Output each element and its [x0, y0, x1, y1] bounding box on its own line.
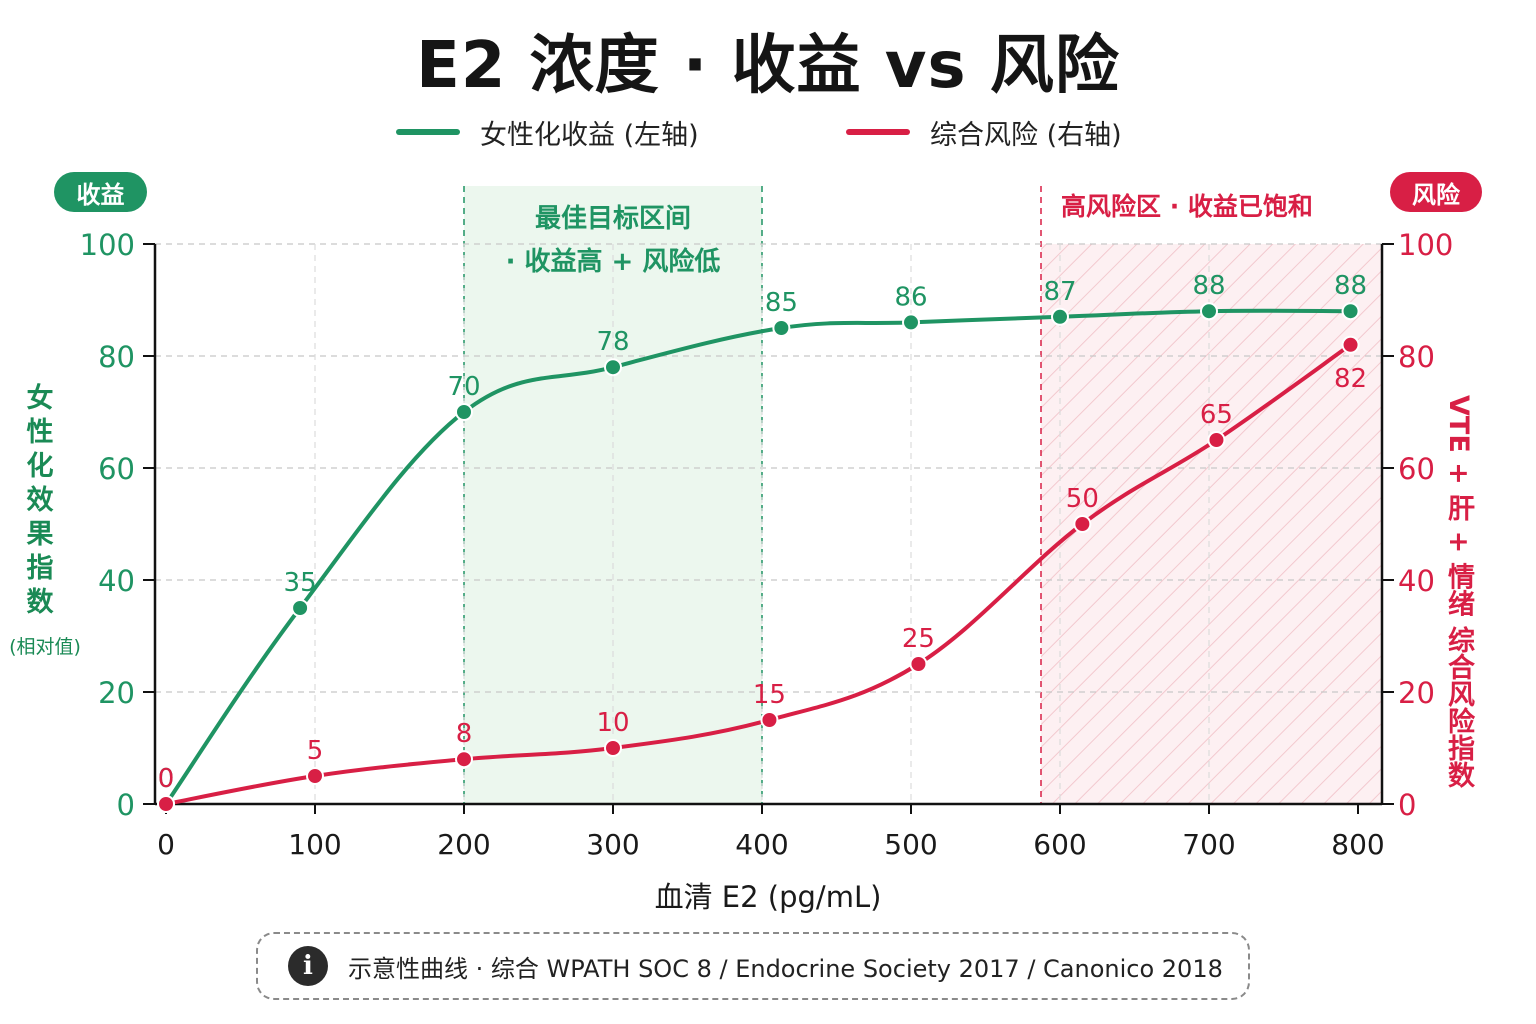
benefit-point	[455, 403, 473, 421]
y-right-axis-title: VTE + 肝 + 情绪 综合风险指数	[1443, 395, 1474, 789]
y-left-tick-label: 40	[98, 564, 135, 598]
benefit-point	[604, 358, 622, 377]
benefit-line	[164, 308, 1353, 806]
y-left-tick-label: 20	[98, 676, 135, 710]
y-left-tick-label: 80	[98, 340, 135, 374]
risk-data-label: 10	[596, 708, 629, 738]
risk-data-label: 25	[902, 624, 935, 654]
optimal-zone-label-line2: · 收益高 + 风险低	[506, 246, 721, 277]
legend-benefit: 女性化收益 (左轴)	[396, 112, 699, 152]
legend-risk-swatch	[846, 129, 910, 135]
x-tick-label: 500	[884, 828, 937, 861]
benefit-data-label: 86	[894, 282, 927, 312]
y-right-tick-label: 20	[1398, 676, 1435, 710]
legend-risk-label: 综合风险 (右轴)	[930, 119, 1122, 151]
risk-data-label: 15	[753, 680, 786, 710]
benefit-point	[1051, 307, 1069, 326]
risk-point	[604, 739, 622, 757]
risk-data-label: 5	[307, 736, 324, 766]
x-tick-label: 300	[586, 828, 639, 861]
risk-point	[909, 655, 928, 673]
benefit-data-label: 78	[596, 327, 629, 357]
y-left-tick-label: 100	[80, 228, 135, 262]
risk-badge: 风险	[1390, 172, 1482, 212]
high-risk-zone-label: 高风险区 · 收益已饱和	[1061, 192, 1313, 221]
high-risk-zone-hatch	[1041, 244, 1382, 804]
risk-point	[1073, 515, 1092, 533]
source-note: i 示意性曲线 · 综合 WPATH SOC 8 / Endocrine Soc…	[256, 932, 1250, 1000]
risk-data-label: 8	[456, 719, 473, 749]
benefit-data-label: 88	[1192, 271, 1225, 301]
y-right-tick-label: 60	[1398, 452, 1435, 486]
risk-point	[1341, 335, 1360, 354]
x-tick-label: 700	[1182, 828, 1235, 861]
y-left-tick-label: 0	[117, 788, 135, 822]
y-left-axis-subtitle: (相对值)	[9, 636, 81, 658]
benefit-point	[1341, 302, 1360, 321]
risk-data-label: 0	[158, 764, 175, 794]
risk-point	[306, 767, 324, 785]
x-axis-title: 血清 E2 (pg/mL)	[654, 880, 882, 914]
risk-data-label: 82	[1334, 364, 1367, 394]
y-right-tick-label: 100	[1398, 228, 1453, 262]
benefit-point	[1200, 302, 1218, 321]
benefit-data-label: 87	[1043, 277, 1076, 307]
source-note-text: 示意性曲线 · 综合 WPATH SOC 8 / Endocrine Socie…	[348, 954, 1223, 983]
x-tick-label: 0	[157, 828, 175, 861]
y-right-tick-label: 0	[1398, 788, 1416, 822]
benefit-data-label: 35	[284, 568, 317, 598]
legend-risk: 综合风险 (右轴)	[846, 112, 1122, 152]
info-icon: i	[288, 946, 328, 986]
x-tick-label: 400	[735, 828, 788, 861]
benefit-badge: 收益	[54, 172, 147, 212]
risk-data-label: 65	[1200, 400, 1233, 430]
x-tick-label: 600	[1033, 828, 1086, 861]
benefit-data-label: 85	[765, 288, 798, 318]
y-right-tick-label: 80	[1398, 340, 1435, 374]
x-tick-label: 200	[437, 828, 490, 861]
legend-benefit-label: 女性化收益 (左轴)	[480, 119, 699, 151]
chart-title: E2 浓度 · 收益 vs 风险	[416, 29, 1120, 103]
benefit-data-label: 70	[447, 372, 480, 402]
y-left-tick-label: 60	[98, 452, 135, 486]
benefit-data-label: 0	[158, 764, 175, 794]
risk-data-label: 50	[1066, 484, 1099, 514]
optimal-zone-label-line1: 最佳目标区间	[535, 204, 691, 234]
risk-point	[157, 795, 175, 813]
legend-benefit-swatch	[396, 129, 460, 135]
benefit-point	[291, 599, 310, 617]
benefit-data-label: 88	[1334, 271, 1367, 301]
risk-point	[455, 750, 473, 769]
x-tick-label: 800	[1331, 828, 1384, 861]
x-tick-label: 100	[288, 828, 341, 861]
y-right-tick-label: 40	[1398, 564, 1435, 598]
risk-point	[1207, 431, 1226, 449]
benefit-point	[902, 313, 920, 332]
benefit-point	[772, 319, 791, 337]
y-left-axis-title: 女性化效果指数	[26, 383, 54, 618]
risk-point	[760, 711, 779, 729]
